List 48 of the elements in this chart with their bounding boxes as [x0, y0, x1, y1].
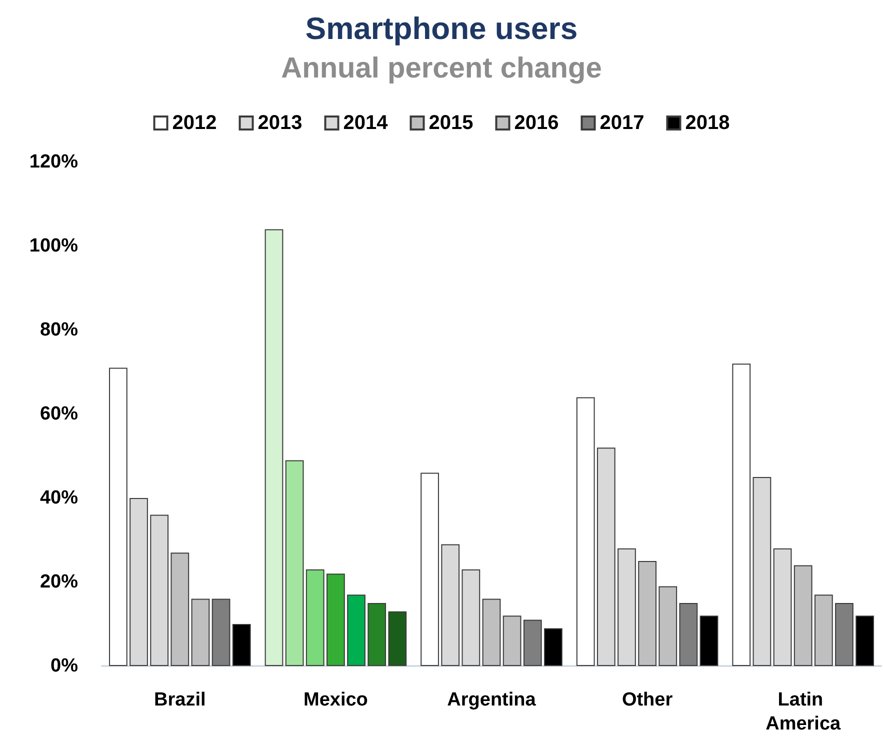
legend-label: 2014: [343, 112, 389, 134]
bar: [368, 603, 386, 666]
bar: [835, 603, 854, 666]
legend-label: 2017: [600, 112, 644, 134]
chart-subtitle: Annual percent change: [281, 52, 602, 84]
bar: [482, 598, 501, 666]
y-tick-label: 20%: [40, 572, 78, 592]
bar: [109, 368, 128, 666]
bar: [420, 472, 439, 666]
y-tick-label: 120%: [29, 152, 78, 172]
bar: [502, 616, 522, 666]
y-tick-label: 40%: [40, 488, 78, 508]
bar: [658, 586, 678, 666]
bar: [700, 616, 718, 666]
bar: [326, 574, 345, 666]
x-tick-label: Latin America: [766, 690, 842, 734]
bar: [523, 620, 542, 666]
bar: [285, 460, 304, 666]
chart-title: Smartphone users: [305, 11, 578, 46]
bar: [794, 565, 812, 666]
bar: [212, 598, 230, 666]
bar: [856, 616, 874, 666]
x-tick-label: Argentina: [447, 690, 536, 710]
bar: [388, 611, 407, 666]
bar: [638, 561, 656, 666]
bar: [679, 603, 698, 666]
legend-label: 2018: [685, 112, 730, 134]
y-tick-label: 100%: [29, 236, 78, 256]
bar: [264, 229, 284, 666]
legend-label: 2013: [258, 112, 302, 134]
bar: [544, 628, 562, 666]
x-tick-label: Brazil: [154, 690, 206, 710]
bar: [232, 624, 251, 666]
bar: [306, 569, 324, 666]
bar: [814, 594, 833, 666]
bar: [170, 552, 190, 666]
legend-label: 2015: [428, 112, 474, 134]
y-tick-label: 60%: [40, 404, 78, 424]
bar: [191, 598, 210, 666]
x-tick-label: Other: [622, 690, 674, 710]
bar: [732, 364, 751, 666]
y-tick-label: 0%: [50, 656, 78, 676]
legend-label: 2012: [172, 112, 217, 134]
x-tick-label: Mexico: [303, 690, 368, 710]
legend-label: 2016: [514, 112, 559, 134]
y-tick-label: 80%: [40, 320, 78, 340]
bar: [347, 594, 366, 666]
bar: [576, 397, 595, 666]
